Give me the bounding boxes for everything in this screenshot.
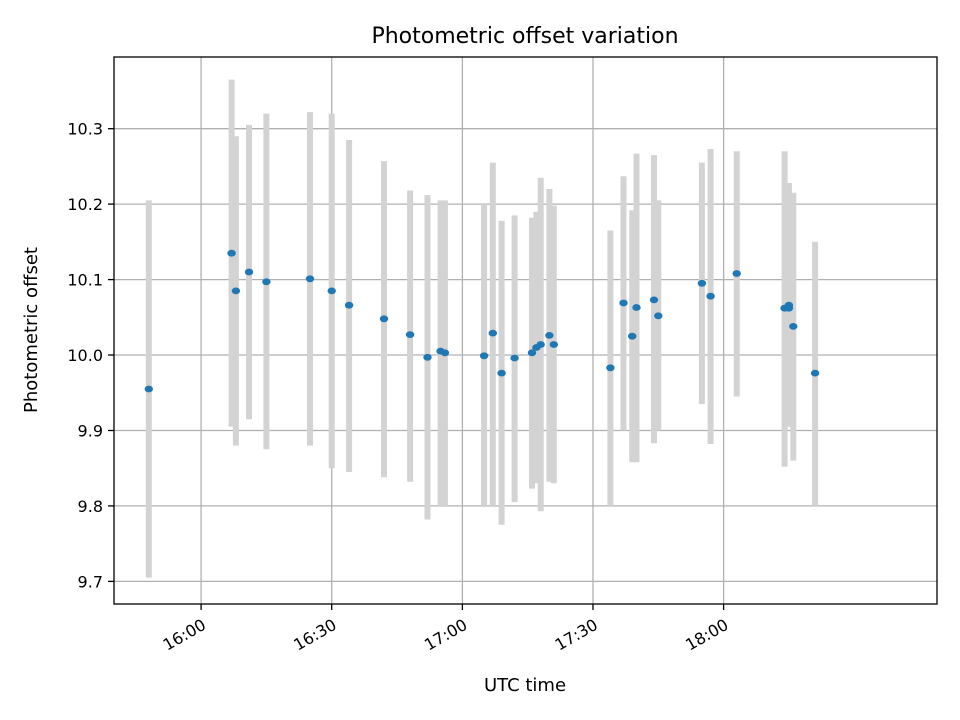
y-tick-label: 10.0 [67,346,103,365]
x-tick-label: 16:30 [290,615,339,655]
data-point [479,352,489,360]
data-point [497,369,506,377]
data-point [527,349,537,357]
data-point [697,279,707,287]
x-tick-label: 17:00 [421,615,470,655]
data-point [327,287,336,295]
data-point [144,385,153,393]
x-tick-label: 18:00 [682,615,731,655]
data-point [649,296,659,304]
data-point [536,341,545,348]
x-tick-label: 17:30 [552,615,601,655]
error-bars [145,79,819,578]
data-point [632,304,641,311]
y-tick-label: 10.2 [67,195,103,214]
data-point [628,332,637,340]
data-point [262,278,271,286]
plot-frame [113,56,938,605]
chart-title: Photometric offset variation [371,24,678,49]
x-tick-label: 16:00 [160,615,209,655]
y-tick-label: 9.8 [78,497,103,516]
data-point [344,301,354,309]
data-point [654,312,663,320]
data-point [619,299,628,307]
data-point [549,341,558,348]
data-point [305,275,315,283]
data-point [405,331,415,338]
data-point [732,270,741,277]
data-points [144,249,820,393]
y-tick-label: 9.9 [78,422,103,441]
y-tick-label: 10.1 [67,271,103,290]
data-point [488,329,497,337]
data-point [706,292,715,300]
y-tick-label: 9.7 [78,572,103,591]
y-tick-label: 10.3 [67,120,103,139]
data-point [379,315,389,323]
data-point [423,353,432,361]
data-point [789,323,798,330]
data-point [231,287,241,295]
y-axis-title: Photometric offset [21,247,42,413]
data-point [510,354,519,362]
data-point [784,304,794,312]
data-point [810,369,820,377]
data-point [244,268,254,276]
x-axis-title: UTC time [484,675,566,696]
data-point [440,349,450,357]
data-point [545,332,554,339]
data-point [227,249,236,257]
data-point [606,364,615,372]
